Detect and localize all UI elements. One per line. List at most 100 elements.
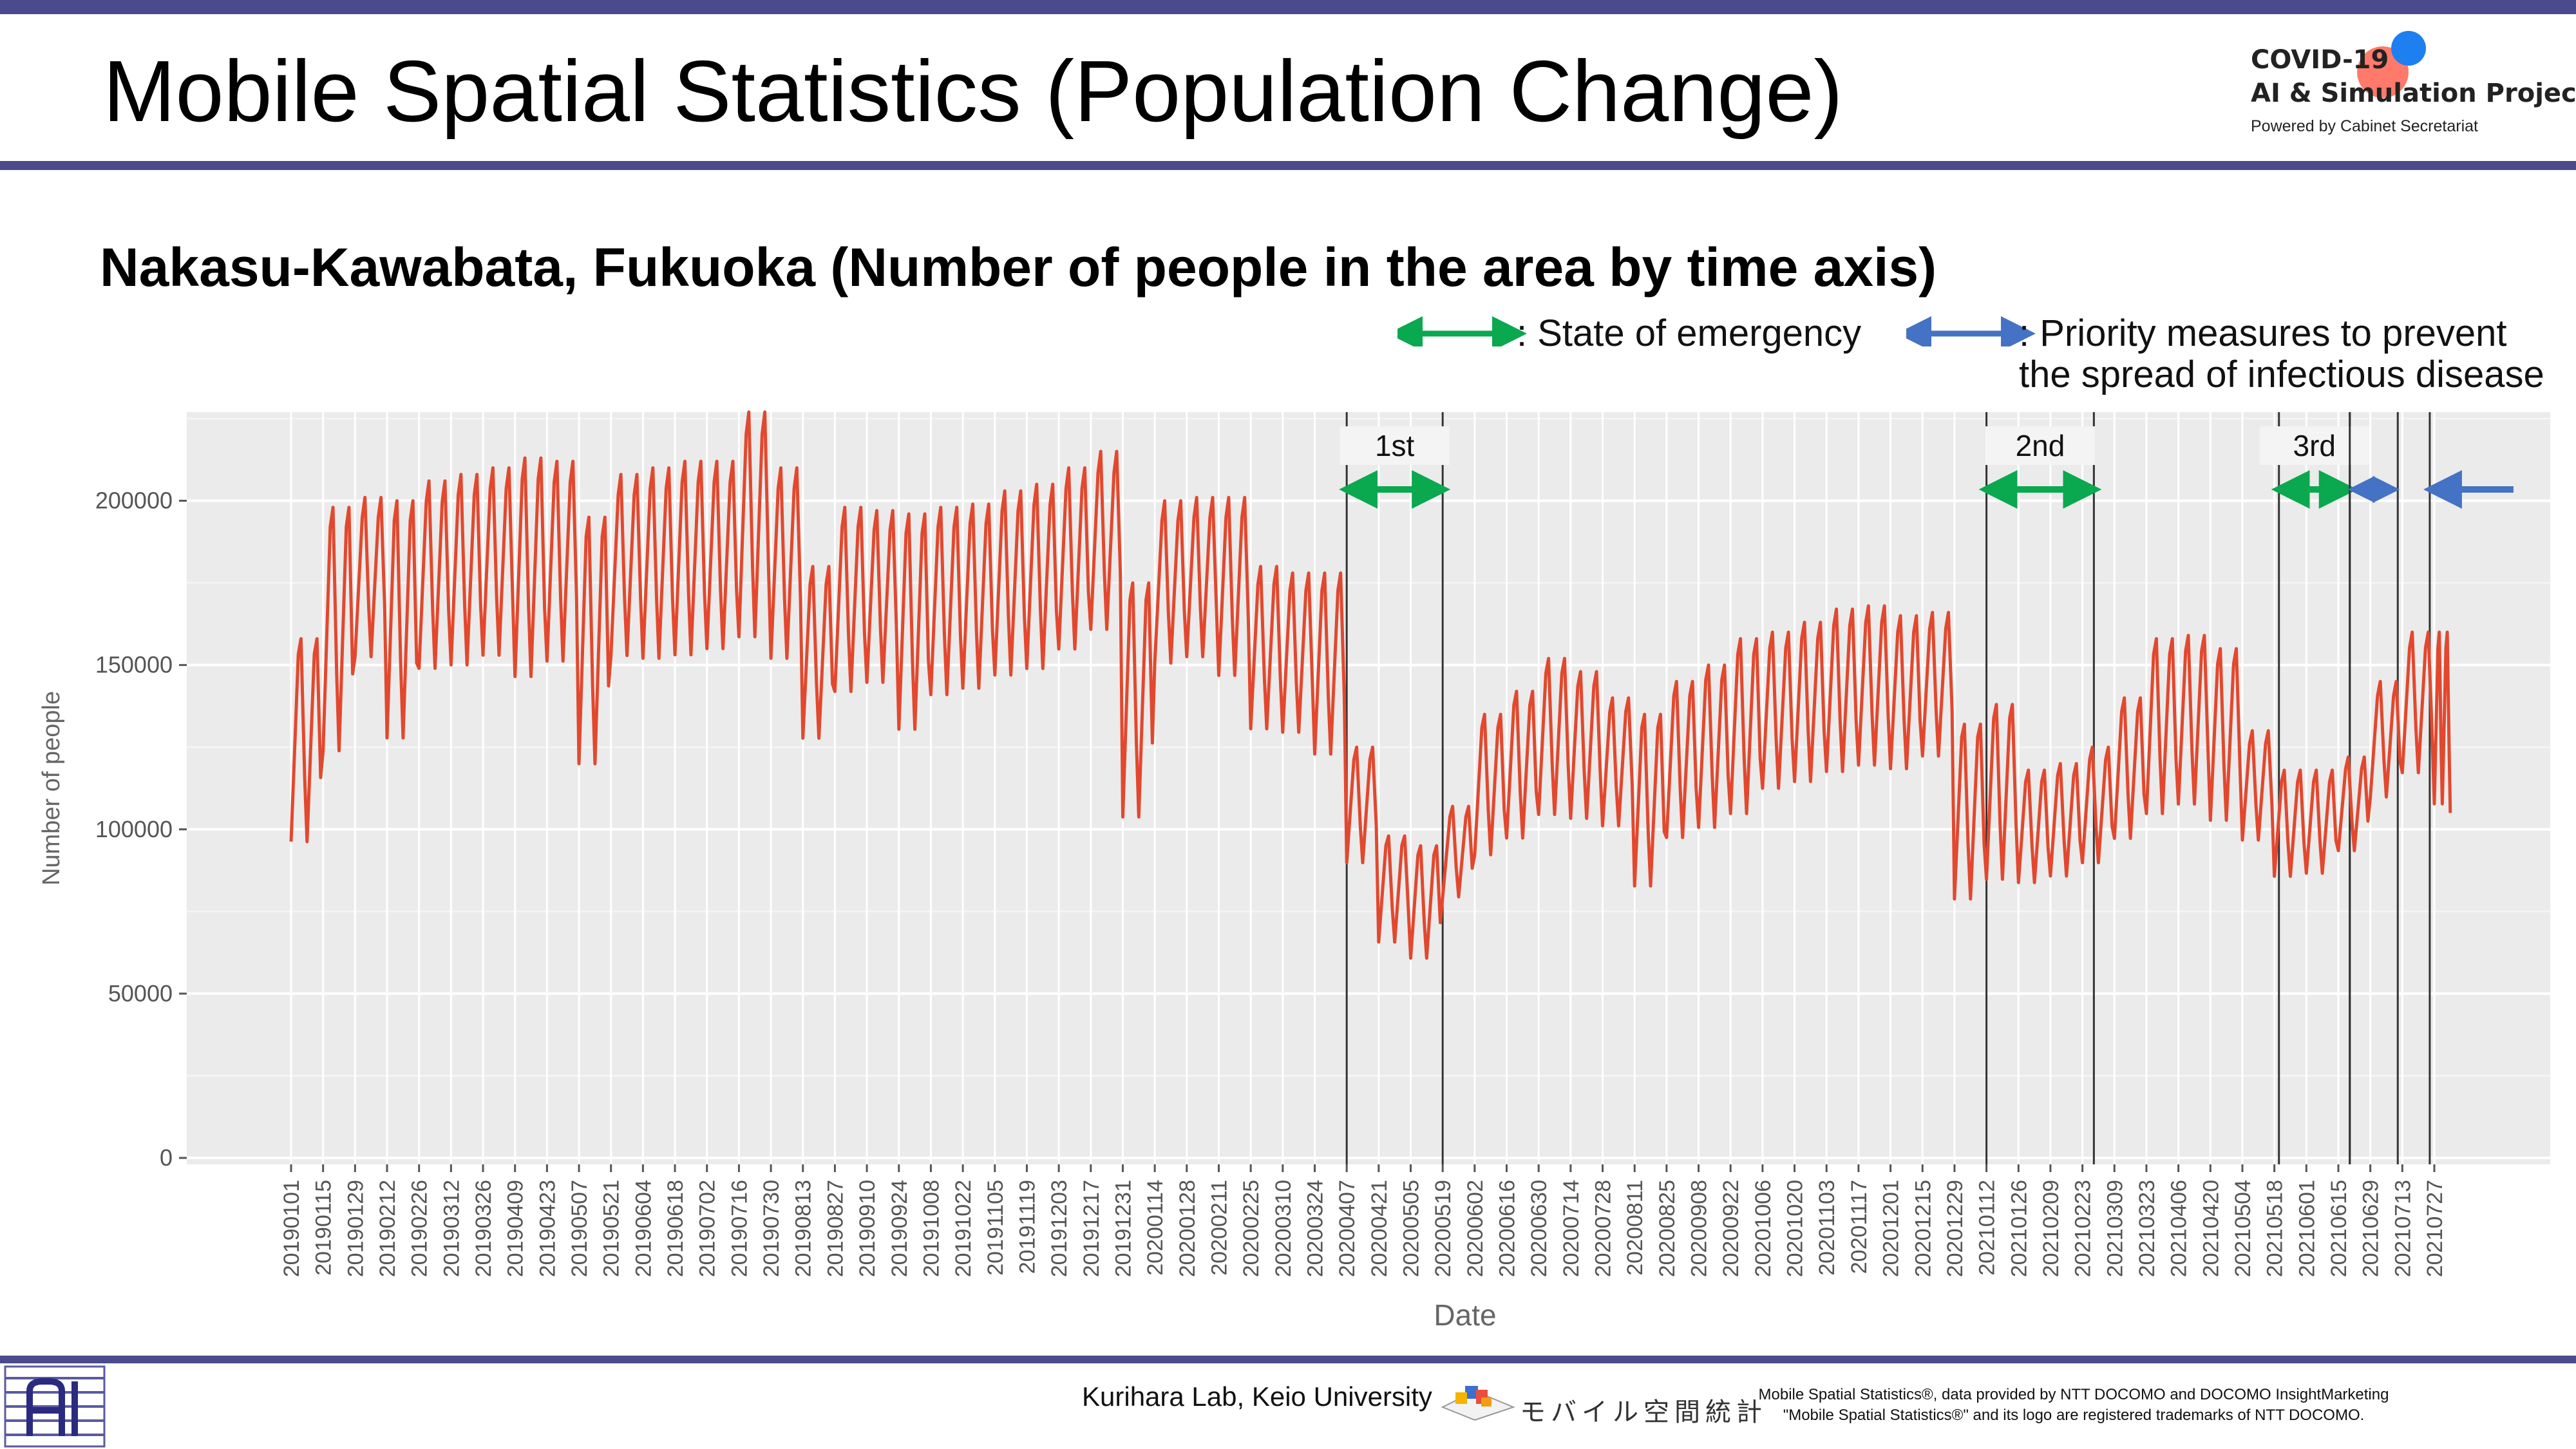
x-tick-label: 20200505: [1399, 1180, 1424, 1277]
chart-legend: : State of emergency : Priority measures…: [1397, 308, 2576, 404]
footer-note-line-2: "Mobile Spatial Statistics®" and its log…: [1783, 1406, 2365, 1424]
x-tick-label: 20190702: [696, 1180, 720, 1277]
x-tick-label: 20190423: [535, 1180, 560, 1277]
x-tick-label: 20191217: [1079, 1180, 1104, 1277]
x-tick-label: 20200128: [1175, 1180, 1200, 1277]
x-tick-label: 20201229: [1943, 1180, 1967, 1277]
x-tick-label: 20191008: [919, 1180, 943, 1277]
footer-note-line-1: Mobile Spatial Statistics®, data provide…: [1758, 1386, 2389, 1403]
x-tick-label: 20200407: [1335, 1180, 1359, 1277]
x-tick-label: 20210420: [2199, 1180, 2223, 1277]
x-tick-label: 20210406: [2167, 1180, 2192, 1277]
y-tick-label: 50000: [108, 980, 173, 1007]
x-tick-label: 20190101: [279, 1180, 304, 1277]
x-tick-label: 20201117: [1847, 1180, 1871, 1274]
x-tick-label: 20190507: [567, 1180, 592, 1277]
x-tick-label: 20200728: [1591, 1180, 1616, 1277]
y-tick-label: 100000: [95, 816, 173, 842]
x-tick-label: 20210126: [2007, 1180, 2031, 1277]
footer-divider: [0, 1356, 2576, 1363]
page-title: Mobile Spatial Statistics (Population Ch…: [103, 43, 1843, 140]
x-tick-label: 20200211: [1207, 1180, 1231, 1276]
x-tick-label: 20210309: [2103, 1180, 2127, 1277]
x-tick-label: 20190212: [375, 1180, 400, 1277]
x-tick-label: 20200421: [1367, 1180, 1392, 1277]
emergency-arrow-icon: [1397, 316, 1526, 346]
legend-emergency-label: : State of emergency: [1517, 312, 1862, 354]
footer-trademark-note: Mobile Spatial Statistics®, data provide…: [1732, 1385, 2415, 1426]
x-tick-label: 20210629: [2359, 1180, 2383, 1277]
x-tick-label: 20201020: [1783, 1180, 1808, 1277]
legend-priority-label: : Priority measures to prevent the sprea…: [2019, 312, 2544, 395]
mobile-statistics-logo-text: モバイル空間統計: [1520, 1397, 1767, 1427]
x-tick-label: 20200616: [1495, 1180, 1520, 1277]
x-tick-label: 20200310: [1271, 1180, 1296, 1277]
x-tick-label: 20190326: [471, 1180, 496, 1277]
x-tick-label: 20210615: [2327, 1180, 2351, 1277]
x-axis-label: Date: [1434, 1298, 1496, 1332]
x-tick-label: 20200225: [1239, 1180, 1264, 1277]
logo-line-3: Powered by Cabinet Secretariat: [2251, 117, 2478, 135]
x-tick-label: 20201103: [1815, 1180, 1839, 1276]
y-tick-label: 200000: [95, 488, 173, 514]
x-tick-label: 20210518: [2263, 1180, 2287, 1277]
x-tick-label: 20210713: [2391, 1180, 2415, 1277]
logo-line-1: COVID-19: [2251, 45, 2389, 75]
period-label: 1st: [1375, 429, 1415, 462]
period-label: 3rd: [2293, 429, 2335, 462]
y-axis-label: Number of people: [38, 691, 65, 886]
x-tick-label: 20191203: [1047, 1180, 1072, 1277]
chart-subtitle: Nakasu-Kawabata, Fukuoka (Number of peop…: [100, 237, 1937, 298]
x-tick-label: 20190604: [631, 1180, 656, 1277]
x-tick-label: 20200630: [1527, 1180, 1551, 1277]
x-tick-label: 20200324: [1303, 1180, 1327, 1277]
x-tick-label: 20200922: [1719, 1180, 1743, 1277]
header-divider: [0, 161, 2576, 170]
x-tick-label: 20200519: [1431, 1180, 1455, 1277]
x-tick-label: 20190226: [408, 1180, 432, 1277]
x-tick-label: 20190312: [439, 1180, 464, 1277]
x-tick-label: 20200114: [1143, 1180, 1168, 1276]
x-tick-label: 20210727: [2423, 1180, 2447, 1277]
period-label-box: [1985, 426, 2095, 465]
top-band: [0, 0, 2576, 14]
x-tick-label: 20191231: [1111, 1180, 1135, 1277]
priority-arrow-icon: [1906, 316, 2035, 346]
x-tick-label: 20190409: [504, 1180, 528, 1277]
covid-project-logo: COVID-19 AI & Simulation Project Powered…: [2251, 31, 2576, 148]
x-tick-label: 20200908: [1687, 1180, 1712, 1277]
x-tick-label: 20191119: [1015, 1180, 1039, 1274]
logo-blue-dot: [2391, 31, 2426, 66]
x-tick-label: 20201215: [1911, 1180, 1935, 1277]
x-tick-label: 20190730: [759, 1180, 784, 1277]
x-tick-label: 20210209: [2039, 1180, 2063, 1277]
x-tick-label: 20190910: [855, 1180, 880, 1277]
lab-logo-icon: [4, 1365, 106, 1448]
x-tick-label: 20191105: [983, 1180, 1008, 1276]
x-tick-label: 20200811: [1623, 1180, 1647, 1276]
period-label-box: [1340, 426, 1450, 465]
x-tick-label: 20190813: [791, 1180, 816, 1277]
x-tick-label: 20200602: [1463, 1180, 1488, 1277]
x-tick-label: 20201201: [1879, 1180, 1904, 1277]
x-tick-label: 20210323: [2135, 1180, 2159, 1277]
mobile-statistics-logo-icon: [1441, 1386, 1515, 1421]
x-tick-label: 20190924: [887, 1180, 912, 1277]
x-tick-label: 20201006: [1751, 1180, 1776, 1277]
population-chart: 1st 2nd 3rd 0 50000 100000 150000 200000 201901…: [38, 410, 2550, 1332]
period-label-box: [2259, 426, 2369, 465]
x-tick-label: 20191022: [951, 1180, 976, 1277]
period-label: 2nd: [2016, 429, 2065, 462]
x-tick-label: 20210504: [2231, 1180, 2255, 1277]
x-tick-label: 20190716: [727, 1180, 752, 1277]
x-tick-label: 20190618: [663, 1180, 688, 1277]
x-tick-label: 20190129: [343, 1180, 368, 1277]
y-tick-label: 150000: [95, 652, 173, 678]
x-tick-label: 20210601: [2295, 1180, 2319, 1277]
x-tick-label: 20190115: [312, 1180, 336, 1276]
y-tick-label: 0: [160, 1144, 173, 1171]
x-tick-label: 20190521: [600, 1180, 624, 1277]
x-tick-label: 20200714: [1559, 1180, 1584, 1277]
footer-credit: Kurihara Lab, Keio University: [1082, 1381, 1432, 1412]
x-tick-label: 20210112: [1975, 1180, 2000, 1276]
